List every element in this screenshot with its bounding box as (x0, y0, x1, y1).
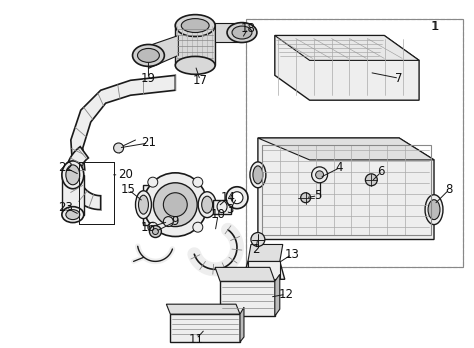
Circle shape (149, 226, 161, 238)
Circle shape (301, 193, 310, 203)
Bar (262, 145, 431, 235)
Ellipse shape (181, 18, 209, 32)
Text: 14: 14 (220, 191, 236, 204)
Ellipse shape (133, 45, 164, 66)
Polygon shape (215, 267, 275, 281)
Bar (213, 200, 231, 214)
Text: 2: 2 (252, 243, 260, 256)
Polygon shape (258, 138, 434, 239)
Text: 23: 23 (58, 201, 73, 214)
Polygon shape (275, 274, 280, 316)
Polygon shape (66, 147, 100, 209)
Polygon shape (258, 138, 434, 160)
Text: 8: 8 (445, 183, 453, 196)
Text: 18: 18 (240, 22, 255, 35)
Circle shape (193, 177, 203, 187)
Circle shape (144, 173, 207, 237)
Text: 7: 7 (395, 72, 403, 85)
Ellipse shape (253, 166, 263, 184)
Circle shape (164, 216, 173, 227)
Bar (62, 175, 84, 215)
Circle shape (311, 167, 328, 183)
Circle shape (316, 171, 324, 179)
Bar (170, 314, 240, 342)
Text: 22: 22 (58, 161, 73, 174)
Ellipse shape (138, 195, 148, 214)
Text: 21: 21 (141, 136, 156, 150)
Bar (79, 162, 114, 223)
Text: 5: 5 (314, 189, 321, 202)
Polygon shape (148, 35, 178, 68)
Circle shape (231, 192, 243, 204)
Text: 10: 10 (210, 208, 226, 221)
Ellipse shape (425, 195, 443, 224)
Text: 1: 1 (431, 20, 439, 33)
Text: 15: 15 (121, 183, 136, 196)
Bar (246, 18, 463, 267)
Text: 9: 9 (172, 215, 179, 228)
Circle shape (251, 232, 265, 246)
Text: 3: 3 (227, 203, 234, 216)
Circle shape (164, 193, 187, 216)
Polygon shape (243, 261, 285, 279)
Text: 11: 11 (189, 332, 204, 346)
Ellipse shape (227, 23, 257, 42)
Text: 4: 4 (336, 161, 343, 174)
Circle shape (153, 229, 158, 235)
Ellipse shape (201, 196, 213, 213)
Text: 20: 20 (118, 168, 133, 181)
Circle shape (154, 183, 197, 227)
Polygon shape (166, 304, 240, 314)
Ellipse shape (217, 201, 227, 213)
Ellipse shape (62, 161, 84, 189)
Polygon shape (175, 23, 215, 65)
Polygon shape (248, 245, 283, 261)
Circle shape (114, 143, 124, 153)
Polygon shape (275, 35, 419, 61)
Ellipse shape (66, 209, 80, 220)
Polygon shape (215, 23, 242, 42)
Circle shape (193, 222, 203, 232)
Text: 12: 12 (278, 288, 293, 301)
Text: 6: 6 (377, 165, 385, 178)
Ellipse shape (175, 15, 215, 37)
Ellipse shape (136, 191, 151, 219)
Ellipse shape (175, 56, 215, 74)
Text: 16: 16 (141, 221, 156, 234)
Polygon shape (144, 185, 175, 224)
Ellipse shape (428, 200, 440, 220)
Circle shape (226, 187, 248, 209)
Text: 1: 1 (431, 20, 439, 33)
Bar (248, 261, 280, 279)
Ellipse shape (232, 26, 252, 39)
Circle shape (148, 177, 158, 187)
Polygon shape (275, 35, 419, 100)
Text: 17: 17 (193, 74, 208, 87)
Bar (79, 162, 114, 223)
Polygon shape (240, 307, 244, 342)
Text: 13: 13 (284, 248, 299, 261)
Ellipse shape (66, 165, 80, 185)
Bar (246, 18, 463, 267)
Ellipse shape (62, 207, 84, 223)
Ellipse shape (198, 192, 216, 218)
Text: 19: 19 (141, 72, 156, 85)
Ellipse shape (137, 48, 159, 62)
Ellipse shape (250, 162, 266, 188)
Circle shape (365, 174, 377, 186)
Polygon shape (71, 75, 175, 170)
Bar (220, 281, 275, 316)
Circle shape (148, 222, 158, 232)
